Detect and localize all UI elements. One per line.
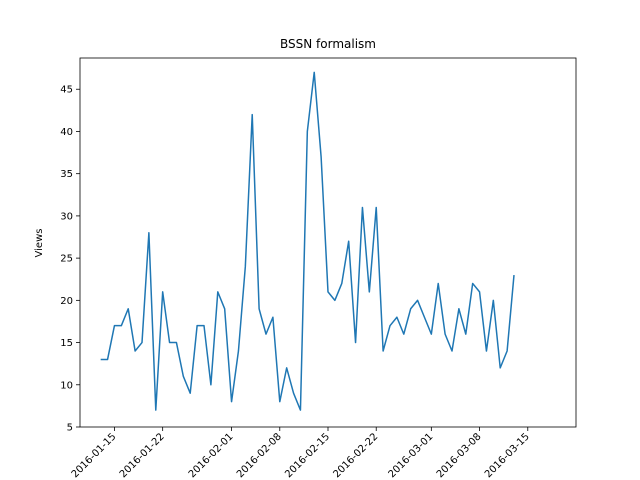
y-tick-label: 45 <box>60 85 73 96</box>
y-tick-label: 25 <box>60 254 73 265</box>
y-axis-ticks: 5 10 15 20 25 30 35 40 45 <box>60 85 80 434</box>
y-tick-label: 30 <box>60 211 73 222</box>
y-tick-label: 15 <box>60 338 73 349</box>
plot-area-frame <box>79 57 577 428</box>
y-axis-label: Views <box>34 229 45 258</box>
y-tick-label: 40 <box>60 127 73 138</box>
y-tick-label: 5 <box>67 423 73 434</box>
series-layer <box>100 71 515 411</box>
y-tick-label: 35 <box>60 169 73 180</box>
y-tick-label: 10 <box>60 380 73 391</box>
y-tick-label: 20 <box>60 296 73 307</box>
chart-title: BSSN formalism <box>280 37 376 51</box>
series-line <box>100 71 515 411</box>
